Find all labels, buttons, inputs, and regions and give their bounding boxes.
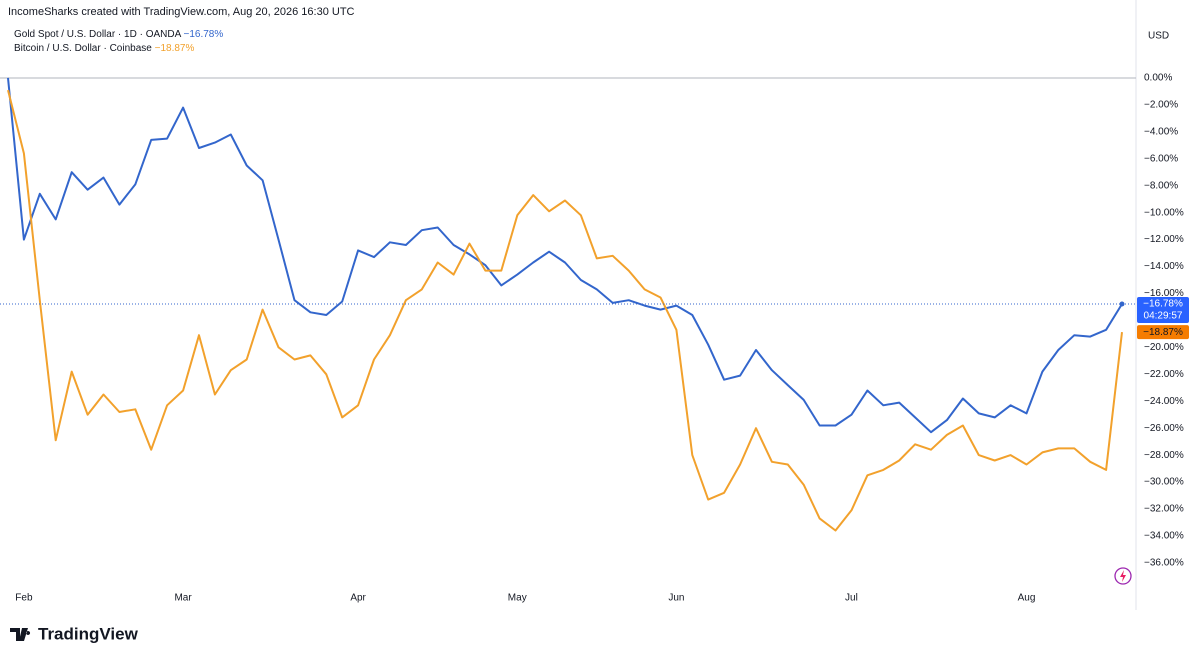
series-line — [7, 89, 1123, 532]
x-tick-label: Jul — [845, 593, 858, 604]
x-tick-label: Apr — [350, 593, 366, 604]
y-tick-label: −22.00% — [1144, 369, 1184, 380]
legend-change: −16.78% — [184, 29, 224, 40]
y-tick-label: −6.00% — [1144, 153, 1178, 164]
y-tick-label: −12.00% — [1144, 234, 1184, 245]
y-tick-label: −28.00% — [1144, 450, 1184, 461]
y-tick-label: −26.00% — [1144, 423, 1184, 434]
y-tick-label: −20.00% — [1144, 342, 1184, 353]
y-tick-label: −32.00% — [1144, 504, 1184, 515]
y-tick-label: −10.00% — [1144, 207, 1184, 218]
x-tick-label: Jun — [668, 593, 684, 604]
x-tick-label: Feb — [15, 593, 33, 604]
y-tick-label: −36.00% — [1144, 558, 1184, 569]
y-tick-label: −16.00% — [1144, 288, 1184, 299]
series-line — [7, 77, 1123, 434]
last-value-label: −16.78% — [1143, 299, 1183, 310]
last-point — [1119, 301, 1125, 307]
currency: USD — [1148, 31, 1169, 42]
x-tick-label: Aug — [1018, 593, 1036, 604]
x-tick-label: May — [508, 593, 527, 604]
y-tick-label: −2.00% — [1144, 100, 1178, 111]
brand: TradingView — [38, 624, 139, 643]
y-tick-label: −24.00% — [1144, 396, 1184, 407]
header: IncomeSharks created with TradingView.co… — [8, 6, 355, 18]
x-tick-label: Mar — [174, 593, 192, 604]
legend-name: Bitcoin / U.S. Dollar · Coinbase — [14, 43, 152, 54]
y-tick-label: 0.00% — [1144, 73, 1172, 84]
alert-icon — [1114, 567, 1132, 585]
brand-logo: TradingView — [10, 624, 139, 643]
last-value-box — [1137, 296, 1189, 323]
y-tick-label: −8.00% — [1144, 180, 1178, 191]
legend-change: −18.87% — [155, 43, 195, 54]
legend-name: Gold Spot / U.S. Dollar · 1D · OANDA — [14, 29, 182, 40]
y-tick-label: −14.00% — [1144, 261, 1184, 272]
countdown: 04:29:57 — [1144, 311, 1183, 322]
y-tick-label: −34.00% — [1144, 531, 1184, 542]
last-value-box — [1137, 325, 1189, 340]
legend-entry: Gold Spot / U.S. Dollar · 1D · OANDA −16… — [14, 29, 223, 40]
y-tick-label: −4.00% — [1144, 126, 1178, 137]
last-value-label: −18.87% — [1143, 327, 1183, 338]
legend-entry: Bitcoin / U.S. Dollar · Coinbase −18.87% — [14, 43, 194, 54]
y-tick-label: −30.00% — [1144, 477, 1184, 488]
